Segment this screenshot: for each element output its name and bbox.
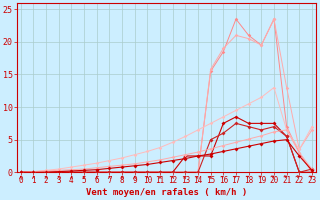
X-axis label: Vent moyen/en rafales ( km/h ): Vent moyen/en rafales ( km/h ) [86, 188, 247, 197]
